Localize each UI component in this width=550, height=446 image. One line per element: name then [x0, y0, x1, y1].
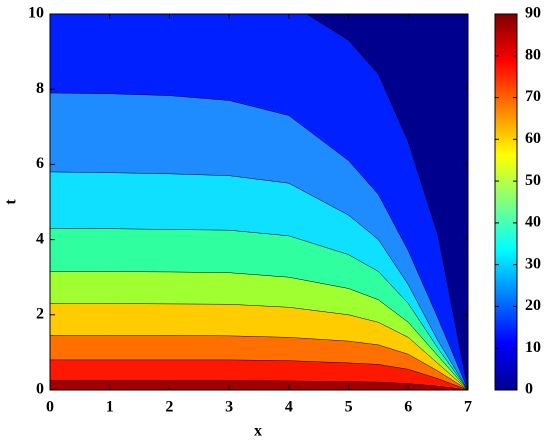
y-axis-label: t	[3, 199, 20, 205]
x-tick-label: 2	[165, 399, 173, 416]
colorbar-tick-label: 90	[525, 5, 541, 22]
contour-line	[50, 335, 469, 391]
x-tick-label: 3	[225, 399, 233, 416]
contour-line	[50, 271, 469, 391]
contour-line	[49, 228, 469, 391]
colorbar-tick-label: 60	[525, 130, 541, 147]
x-tick-label: 7	[464, 399, 472, 416]
y-tick-label: 4	[36, 230, 44, 247]
y-tick-label: 6	[36, 155, 44, 172]
colorbar-tick-label: 0	[525, 381, 533, 398]
contour-line	[49, 171, 469, 391]
x-tick-label: 4	[285, 399, 293, 416]
plot-frame	[49, 13, 469, 391]
contour-band	[50, 380, 468, 390]
contour-line	[49, 92, 469, 391]
y-tick-label: 10	[28, 5, 44, 22]
x-tick-label: 0	[46, 399, 54, 416]
colorbar-tick-label: 50	[525, 172, 541, 189]
x-tick-label: 1	[106, 399, 114, 416]
contour-line	[50, 359, 469, 391]
x-tick-label: 6	[404, 399, 412, 416]
colorbar-tick-label: 80	[525, 46, 541, 63]
y-tick-label: 2	[36, 305, 44, 322]
colorbar-tick-label: 40	[525, 214, 541, 231]
colorbar	[494, 13, 518, 391]
colorbar-tick-label: 70	[525, 88, 541, 105]
colorbar-tick-label: 30	[525, 255, 541, 272]
y-tick-label: 0	[36, 381, 44, 398]
x-axis-label: x	[254, 423, 262, 440]
x-tick-label: 5	[345, 399, 353, 416]
colorbar-tick-label: 10	[525, 339, 541, 356]
contour-line	[50, 303, 469, 391]
contour-line	[50, 380, 469, 391]
y-tick-label: 8	[36, 80, 44, 97]
colorbar-tick-label: 20	[525, 297, 541, 314]
